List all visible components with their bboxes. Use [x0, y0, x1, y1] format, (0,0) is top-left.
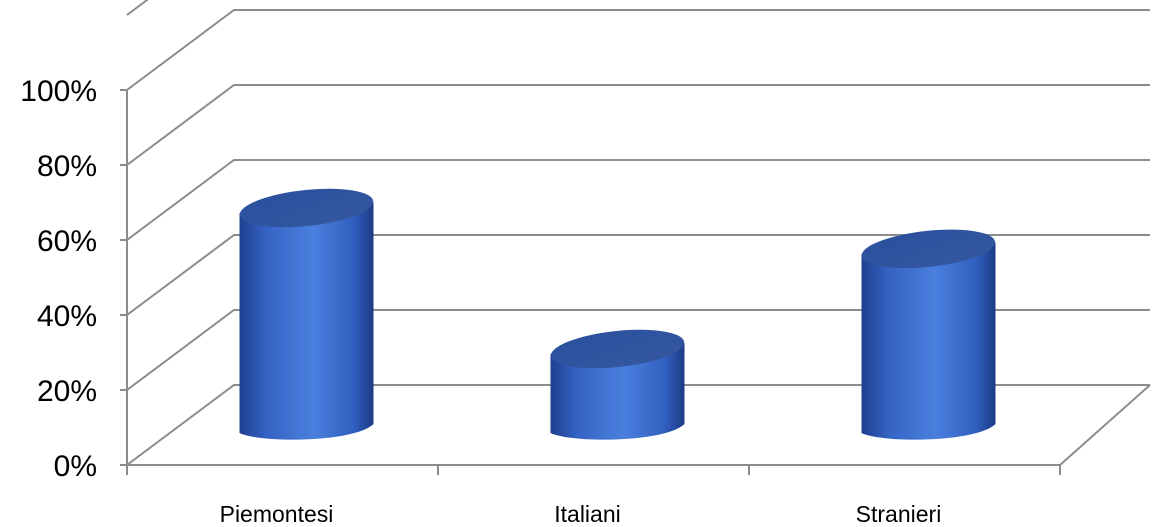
gridline	[126, 309, 1150, 391]
gridline	[126, 0, 149, 16]
bar-piemontesi	[239, 188, 374, 440]
y-tick-label: 80%	[37, 150, 97, 183]
gridline	[126, 234, 1150, 316]
y-tick-label: 60%	[37, 225, 97, 258]
bars	[239, 188, 996, 440]
cylinder-body	[861, 242, 996, 440]
axes	[120, 89, 1151, 475]
x-tick-label: Italiani	[554, 501, 620, 527]
bar-italiani	[550, 329, 685, 440]
x-tick-labels: Piemontesi Italiani Stranieri	[220, 501, 942, 527]
x-tick-label: Stranieri	[856, 501, 942, 527]
floor-right-edge	[1059, 384, 1151, 466]
y-tick-label: 40%	[37, 300, 97, 333]
bar-stranieri	[861, 229, 996, 440]
cylinder-body	[239, 202, 374, 440]
gridline	[126, 9, 1150, 91]
y-tick-label: 100%	[20, 75, 97, 108]
x-tick-label: Piemontesi	[220, 501, 334, 527]
gridlines	[126, 0, 1150, 391]
y-tick-labels: 0% 20% 40% 60% 80% 100%	[20, 75, 97, 483]
y-tick-label: 20%	[37, 375, 97, 408]
gridline	[126, 84, 1150, 166]
gridline	[126, 159, 1150, 241]
cylinder-top	[861, 229, 996, 269]
cylinder-top	[239, 188, 374, 228]
cylinder-top	[550, 329, 685, 369]
floor-back-line	[126, 384, 1150, 466]
y-tick-label: 0%	[54, 450, 97, 483]
